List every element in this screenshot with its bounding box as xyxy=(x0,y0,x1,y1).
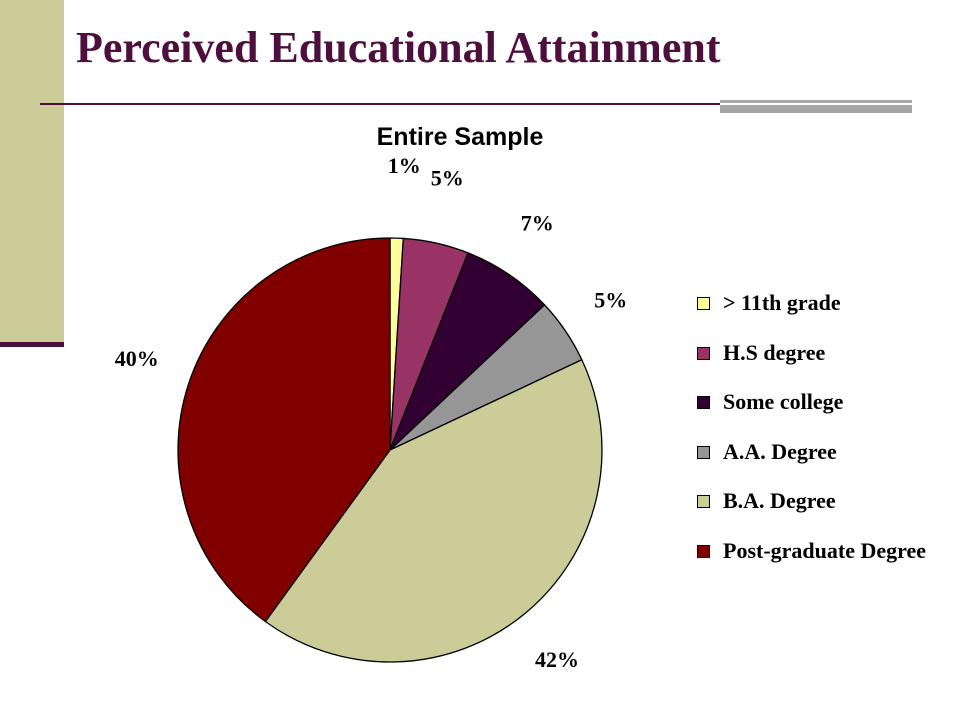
chart-title: Entire Sample xyxy=(376,123,544,151)
legend-entry: H.S degree xyxy=(697,340,937,365)
legend-swatch xyxy=(697,544,710,558)
pie-data-label: 42% xyxy=(535,647,579,672)
legend-swatch xyxy=(697,346,710,360)
legend-swatch xyxy=(697,297,710,310)
legend-swatch xyxy=(697,445,710,459)
legend-swatch xyxy=(697,495,710,508)
pie-slices xyxy=(177,237,603,663)
pie-data-label: 5% xyxy=(594,288,627,313)
pie-data-label: 5% xyxy=(431,165,464,190)
legend-label: Some college xyxy=(723,389,844,414)
pie-slice-6 xyxy=(177,237,391,623)
legend-swatch xyxy=(697,396,710,409)
slide-title: Perceived Educational Attainment xyxy=(76,23,721,72)
pie-data-label: 40% xyxy=(115,346,159,371)
pie-slice-5 xyxy=(264,359,603,663)
legend-entry: > 11th grade xyxy=(697,290,937,315)
sidebar-decoration-foot xyxy=(0,342,64,347)
pie-data-label: 7% xyxy=(521,210,554,235)
sidebar-decoration xyxy=(0,0,64,342)
legend-label: > 11th grade xyxy=(723,290,841,315)
chart-legend: > 11th grade H.S degree Some college A.A. D… xyxy=(697,290,937,612)
pie-data-label: 1% xyxy=(388,153,421,178)
legend-entry: Post-graduate Degree xyxy=(697,538,937,588)
legend-label: H.S degree xyxy=(723,339,826,365)
title-underline xyxy=(40,103,720,105)
legend-entry: Some college xyxy=(697,389,937,414)
legend-label: A.A. Degree xyxy=(723,438,837,464)
pie-labels: 1% 5% 7% 5% 42% 40% xyxy=(115,153,627,672)
legend-label: B.A. Degree xyxy=(723,488,836,513)
legend-label: Post-graduate Degree xyxy=(723,537,927,563)
legend-entry: B.A. Degree xyxy=(697,488,937,513)
legend-entry: A.A. Degree xyxy=(697,439,937,464)
title-underline-accent xyxy=(720,100,912,113)
